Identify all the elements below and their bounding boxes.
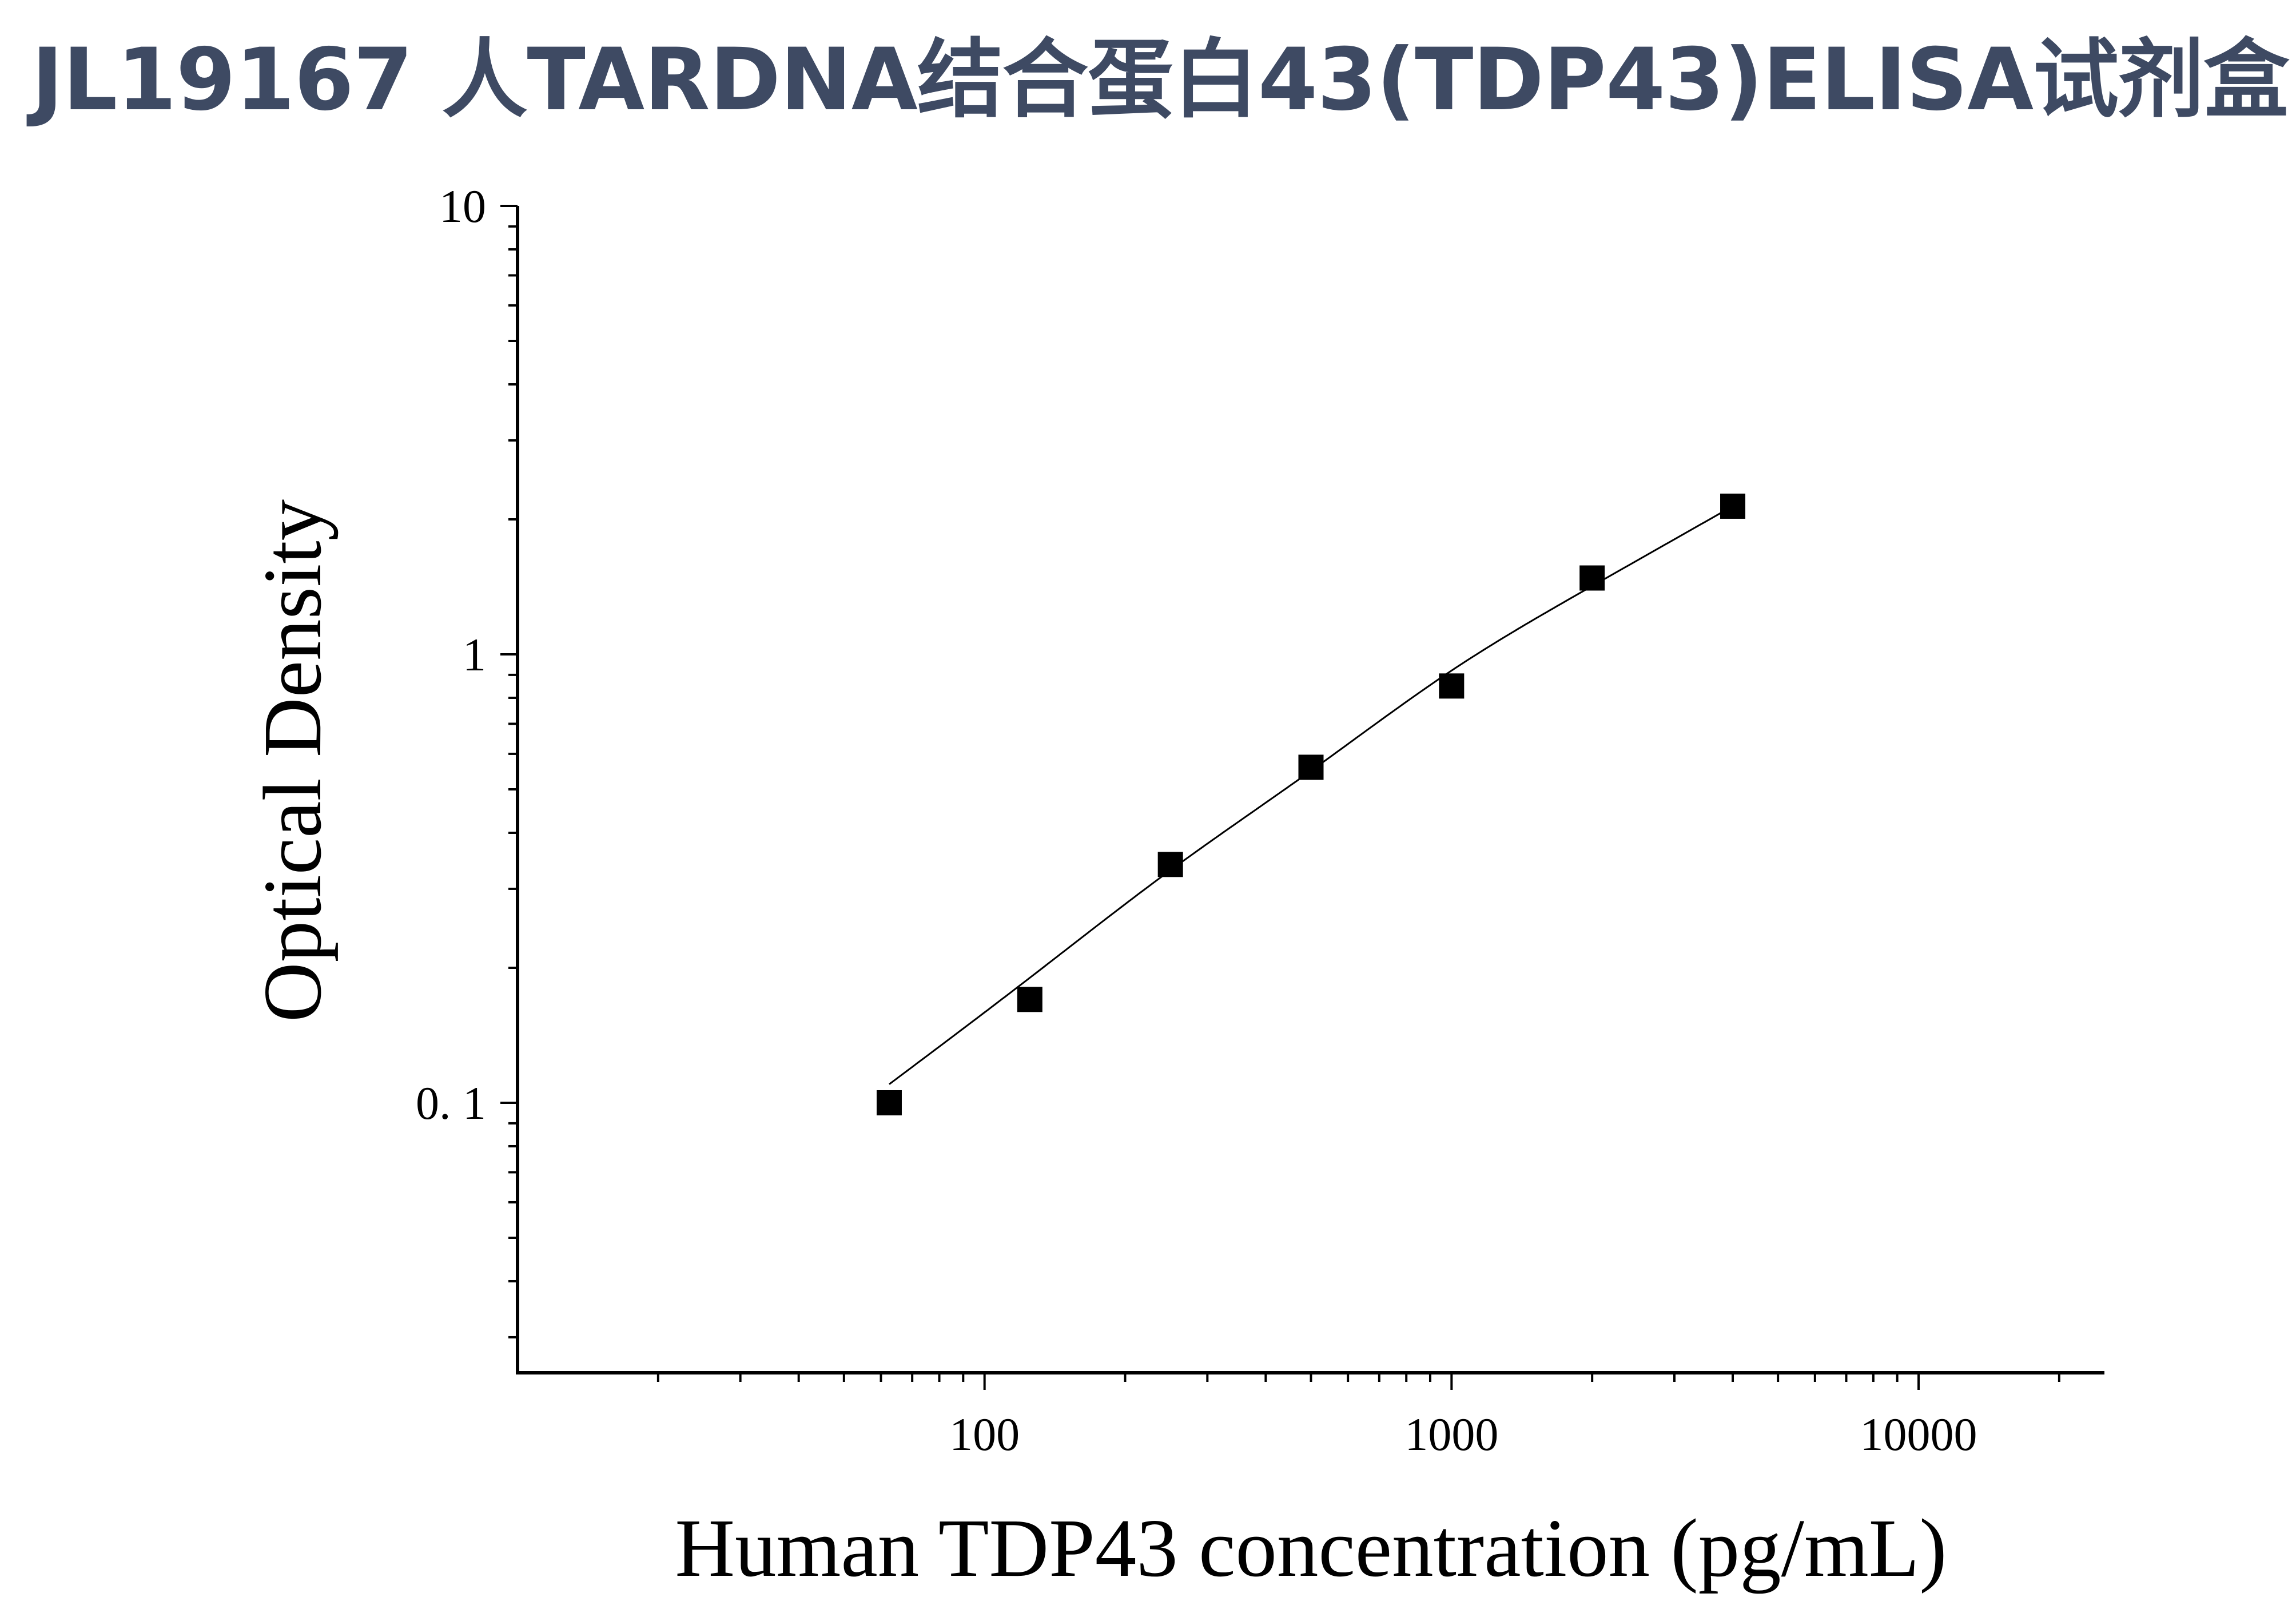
data-point-marker xyxy=(1298,754,1324,780)
y-axis-title: Optical Density xyxy=(247,499,339,1022)
fit-curve xyxy=(889,505,1733,1085)
data-points xyxy=(876,493,1746,1115)
y-tick-label: 1 xyxy=(463,629,486,681)
x-tick-label: 100 xyxy=(949,1408,1020,1460)
x-axis-title: Human TDP43 concentration (pg/mL) xyxy=(675,1503,1947,1594)
data-point-marker xyxy=(876,1090,902,1115)
chart-ticks: 100 1000 10000 0. 1 1 10 xyxy=(416,180,2060,1460)
chart-axes xyxy=(516,206,2104,1374)
page-title: JL19167 人TARDNA结合蛋白43(TDP43)ELISA试剂盒 xyxy=(31,30,2289,130)
x-tick-label: 10000 xyxy=(1860,1408,1977,1460)
x-tick-label: 1000 xyxy=(1404,1408,1498,1460)
y-tick-label: 0. 1 xyxy=(416,1077,486,1129)
y-tick-label: 10 xyxy=(439,180,486,232)
data-point-marker xyxy=(1579,565,1605,591)
data-point-marker xyxy=(1157,852,1183,877)
data-point-marker xyxy=(1017,987,1042,1012)
fit-curve-layer xyxy=(889,505,1733,1085)
data-point-marker xyxy=(1720,493,1746,519)
data-point-marker xyxy=(1439,673,1465,699)
